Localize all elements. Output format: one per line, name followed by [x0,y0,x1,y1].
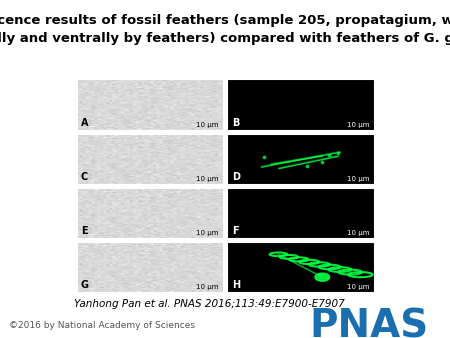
Text: 10 μm: 10 μm [346,122,369,128]
Text: ©2016 by National Academy of Sciences: ©2016 by National Academy of Sciences [9,320,195,330]
Text: A: A [81,118,88,128]
Text: C: C [81,172,88,182]
Text: F: F [232,226,238,236]
Text: dorsally and ventrally by feathers) compared with feathers of G. gallus.: dorsally and ventrally by feathers) comp… [0,32,450,45]
Point [261,154,268,160]
Point [304,163,311,168]
Text: Yanhong Pan et al. PNAS 2016;113:49:E7900-E7907: Yanhong Pan et al. PNAS 2016;113:49:E790… [74,299,345,309]
Text: PNAS: PNAS [310,308,428,338]
Text: 10 μm: 10 μm [196,122,218,128]
Text: G: G [81,280,89,290]
Point [318,160,325,165]
Text: B: B [232,118,239,128]
Text: H: H [232,280,240,290]
Polygon shape [315,273,329,281]
Point [334,150,341,155]
Text: D: D [232,172,240,182]
Text: 10 μm: 10 μm [346,230,369,236]
Text: 10 μm: 10 μm [346,284,369,290]
Text: Immunofluorescence results of fossil feathers (sample 205, propatagium, which is: Immunofluorescence results of fossil fea… [0,14,450,26]
Point [326,152,333,158]
Text: 10 μm: 10 μm [196,230,218,236]
Text: E: E [81,226,87,236]
Text: 10 μm: 10 μm [346,176,369,182]
Text: 10 μm: 10 μm [196,176,218,182]
Text: 10 μm: 10 μm [196,284,218,290]
